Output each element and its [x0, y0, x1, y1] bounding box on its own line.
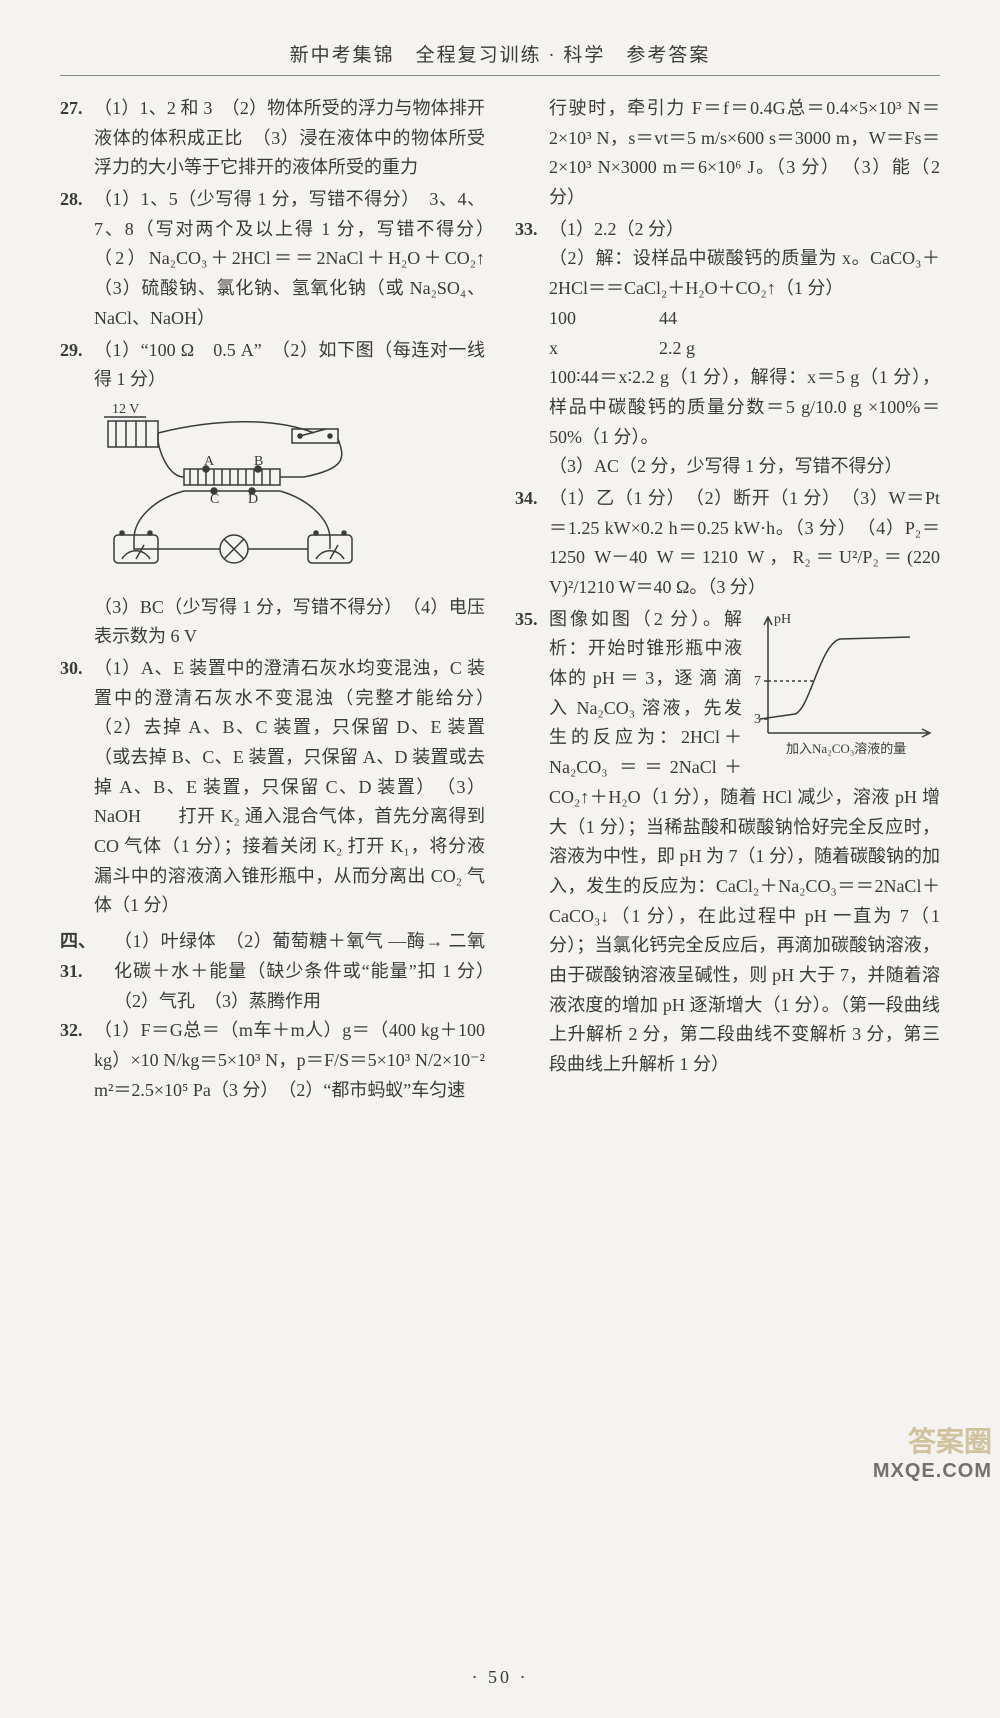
answer-33: 33. （1）2.2（2 分） （2）解：设样品中碳酸钙的质量为 x。CaCO₃…: [515, 215, 940, 482]
q-body: （1）A、E 装置中的澄清石灰水均变混浊，C 装置中的澄清石灰水不变混浊（完整才…: [94, 654, 485, 921]
ratio-row-2: x 2.2 g: [549, 334, 940, 364]
q33-c: 100∶44＝x∶2.2 g（1 分），解得：x＝5 g（1 分），样品中碳酸钙…: [549, 363, 940, 452]
left-column: 27. （1）1、2 和 3 （2）物体所受的浮力与物体排开液体的体积成正比 （…: [60, 94, 485, 1107]
answer-32-cont: 行驶时，牵引力 F＝f＝0.4G总＝0.4×5×10³ N＝2×10³ N，s＝…: [515, 94, 940, 213]
q33-b: （2）解：设样品中碳酸钙的质量为 x。CaCO₃＋2HCl＝＝CaCl₂＋H₂O…: [549, 244, 940, 303]
watermark: 答案圈 MXQE.COM: [873, 1420, 992, 1483]
right-column: 行驶时，牵引力 F＝f＝0.4G总＝0.4×5×10³ N＝2×10³ N，s＝…: [515, 94, 940, 1107]
ratio-row-1: 100 44: [549, 304, 940, 334]
q-number: 35.: [515, 605, 549, 1080]
q-body: （1）1、2 和 3 （2）物体所受的浮力与物体排开液体的体积成正比 （3）浸在…: [94, 94, 485, 183]
x-label: 加入Na₂CO₃溶液的量: [786, 741, 906, 756]
answer-35: 35.: [515, 605, 940, 1080]
y-label: pH: [774, 612, 791, 627]
q29-part-b: （3）BC（少写得 1 分，写错不得分） （4）电压表示数为 6 V: [94, 597, 485, 647]
q-number: 30.: [60, 654, 94, 921]
q33-a: （1）2.2（2 分）: [549, 215, 940, 245]
q-body: （1）1、5（少写得 1 分，写错不得分） 3、4、7、8（写对两个及以上得 1…: [94, 185, 485, 333]
ph-graph: pH 7 3 加入Na₂CO₃溶液的量: [750, 609, 940, 769]
two-column-body: 27. （1）1、2 和 3 （2）物体所受的浮力与物体排开液体的体积成正比 （…: [60, 94, 940, 1107]
q-body: 行驶时，牵引力 F＝f＝0.4G总＝0.4×5×10³ N＝2×10³ N，s＝…: [549, 94, 940, 213]
q-number: 29.: [60, 336, 94, 652]
q-body: （1）2.2（2 分） （2）解：设样品中碳酸钙的质量为 x。CaCO₃＋2HC…: [549, 215, 940, 482]
circuit-diagram: 12 V: [94, 399, 354, 589]
answer-30: 30. （1）A、E 装置中的澄清石灰水均变混浊，C 装置中的澄清石灰水不变混浊…: [60, 654, 485, 921]
q-number: 34.: [515, 484, 549, 603]
section-4-label: 四、31.: [60, 927, 114, 1016]
q35-rest: ＝＝2NaCl＋CO₂↑＋H₂O（1 分），随着 HCl 减少，溶液 pH 增大…: [549, 757, 940, 1074]
q-body: （1）F＝G总＝（m车＋m人）g＝（400 kg＋100 kg）×10 N/kg…: [94, 1016, 485, 1105]
answer-27: 27. （1）1、2 和 3 （2）物体所受的浮力与物体排开液体的体积成正比 （…: [60, 94, 485, 183]
q-body: pH 7 3 加入Na₂CO₃溶液的量 图像如图（2 分）。解析：开始时锥形瓶中…: [549, 605, 940, 1080]
answer-28: 28. （1）1、5（少写得 1 分，写错不得分） 3、4、7、8（写对两个及以…: [60, 185, 485, 333]
label-12v: 12 V: [112, 402, 139, 417]
tick-3: 3: [754, 712, 761, 727]
q-number: 28.: [60, 185, 94, 333]
q-number: 27.: [60, 94, 94, 183]
q35-intro: 图像如图（2 分）。解析：开始时锥形瓶中液体的 pH ＝ 3，逐 滴 滴 入 N…: [549, 609, 742, 777]
page: 新中考集锦 全程复习训练 · 科学 参考答案 27. （1）1、2 和 3 （2…: [0, 0, 1000, 1718]
answer-31: 四、31. （1）叶绿体 （2）葡萄糖＋氧气 —酶→ 二氧化碳＋水＋能量（缺少条…: [60, 927, 485, 1016]
answer-34: 34. （1）乙（1 分） （2）断开（1 分） （3）W＝Pt＝1.25 kW…: [515, 484, 940, 603]
q-body: （1）“100 Ω 0.5 A” （2）如下图（每连对一线得 1 分） 12 V: [94, 336, 485, 652]
curve-path: [760, 637, 910, 719]
answer-29: 29. （1）“100 Ω 0.5 A” （2）如下图（每连对一线得 1 分） …: [60, 336, 485, 652]
tick-7: 7: [754, 674, 761, 689]
q-number: 33.: [515, 215, 549, 482]
q-number: 32.: [60, 1016, 94, 1105]
watermark-line1: 答案圈: [873, 1420, 992, 1460]
page-number: · 50 ·: [60, 1667, 940, 1688]
q-body: （1）乙（1 分） （2）断开（1 分） （3）W＝Pt＝1.25 kW×0.2…: [549, 484, 940, 603]
page-header: 新中考集锦 全程复习训练 · 科学 参考答案: [60, 40, 940, 76]
watermark-line2: MXQE.COM: [873, 1460, 992, 1483]
answer-32: 32. （1）F＝G总＝（m车＋m人）g＝（400 kg＋100 kg）×10 …: [60, 1016, 485, 1105]
q-body: （1）叶绿体 （2）葡萄糖＋氧气 —酶→ 二氧化碳＋水＋能量（缺少条件或“能量”…: [114, 927, 485, 1016]
q33-d: （3）AC（2 分，少写得 1 分，写错不得分）: [549, 452, 940, 482]
q29-part-a: （1）“100 Ω 0.5 A” （2）如下图（每连对一线得 1 分）: [94, 340, 485, 390]
